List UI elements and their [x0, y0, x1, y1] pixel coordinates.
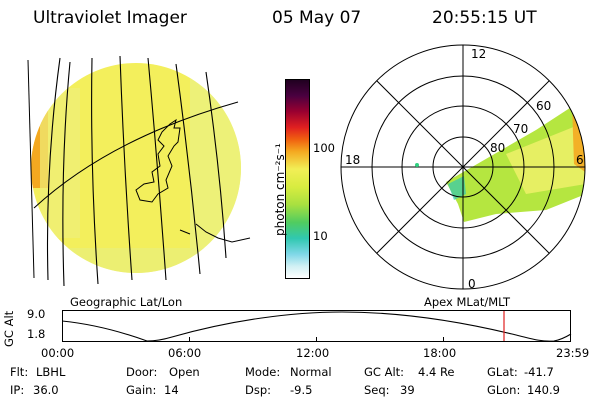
- orbit-x-tick-4: 23:59: [556, 346, 590, 360]
- earth-disc: [31, 63, 241, 273]
- latitude-line: [33, 101, 239, 209]
- orbit-x-tick-0: 00:00: [41, 346, 75, 360]
- colorbar: [285, 79, 310, 279]
- orbit-y-bottom: 1.8: [27, 327, 46, 341]
- status-seq-label: Seq:: [364, 383, 390, 397]
- status-ip-value: 36.0: [33, 383, 59, 397]
- orbit-altitude-curve: [62, 311, 572, 342]
- mlat-label-60: 60: [536, 99, 551, 113]
- status-door-label: Door:: [126, 365, 158, 379]
- geographic-earth-image: [27, 55, 251, 287]
- mlt-label-12: 12: [471, 47, 486, 61]
- orbit-x-tick-1: 06:00: [168, 346, 202, 360]
- orbit-y-top: 9.0: [27, 307, 46, 321]
- mlat-label-80: 80: [490, 141, 505, 155]
- colorbar-unit-label: photon cm⁻²s⁻¹: [273, 143, 287, 236]
- mlt-label-18: 18: [345, 153, 360, 167]
- mlt-label-0: 0: [468, 277, 476, 291]
- status-dsp-value: -9.5: [290, 383, 313, 397]
- colorbar-tick-100: 100: [313, 141, 335, 155]
- status-door-value: Open: [169, 365, 200, 379]
- status-seq-value: 39: [400, 383, 415, 397]
- status-glat-value: -41.7: [524, 365, 554, 379]
- status-flt-value: LBHL: [36, 365, 66, 379]
- terminator-line: [27, 59, 35, 279]
- status-gain-label: Gain:: [126, 383, 157, 397]
- orbit-ylabel: GC Alt: [2, 310, 16, 347]
- status-flt-label: Flt:: [10, 365, 29, 379]
- station-marker: [415, 163, 419, 167]
- status-glon-label: GLon:: [487, 383, 521, 397]
- right-panel-caption: Apex MLat/MLT: [424, 295, 511, 309]
- app-title: Ultraviolet Imager: [33, 8, 187, 28]
- status-glon-value: 140.9: [527, 383, 560, 397]
- status-glat-label: GLat:: [487, 365, 518, 379]
- colorbar-tick-10: 10: [313, 229, 328, 243]
- orbit-x-tick-3: 18:00: [423, 346, 457, 360]
- status-dsp-label: Dsp:: [245, 383, 272, 397]
- observation-date: 05 May 07: [272, 8, 362, 28]
- orbit-x-tick-2: 12:00: [296, 346, 330, 360]
- orbit-plot-frame: [62, 310, 571, 342]
- longitude-lines: [46, 55, 227, 287]
- polar-grid: [340, 44, 586, 290]
- left-panel-caption: Geographic Lat/Lon: [70, 295, 183, 309]
- orbit-altitude-plot: [62, 310, 572, 342]
- coastline: [135, 118, 251, 243]
- status-ip-label: IP:: [10, 383, 25, 397]
- mlt-label-6: 6: [576, 153, 584, 167]
- observation-time: 20:55:15 UT: [432, 8, 537, 28]
- status-gcalt-label: GC Alt:: [364, 365, 405, 379]
- mlat-label-70: 70: [513, 122, 528, 136]
- status-gcalt-value: 4.4 Re: [418, 365, 455, 379]
- status-mode-label: Mode:: [245, 365, 281, 379]
- mlat-mlt-polar-plot: 12 18 0 6 60 70 80: [340, 44, 586, 291]
- status-gain-value: 14: [164, 383, 179, 397]
- status-mode-value: Normal: [290, 365, 332, 379]
